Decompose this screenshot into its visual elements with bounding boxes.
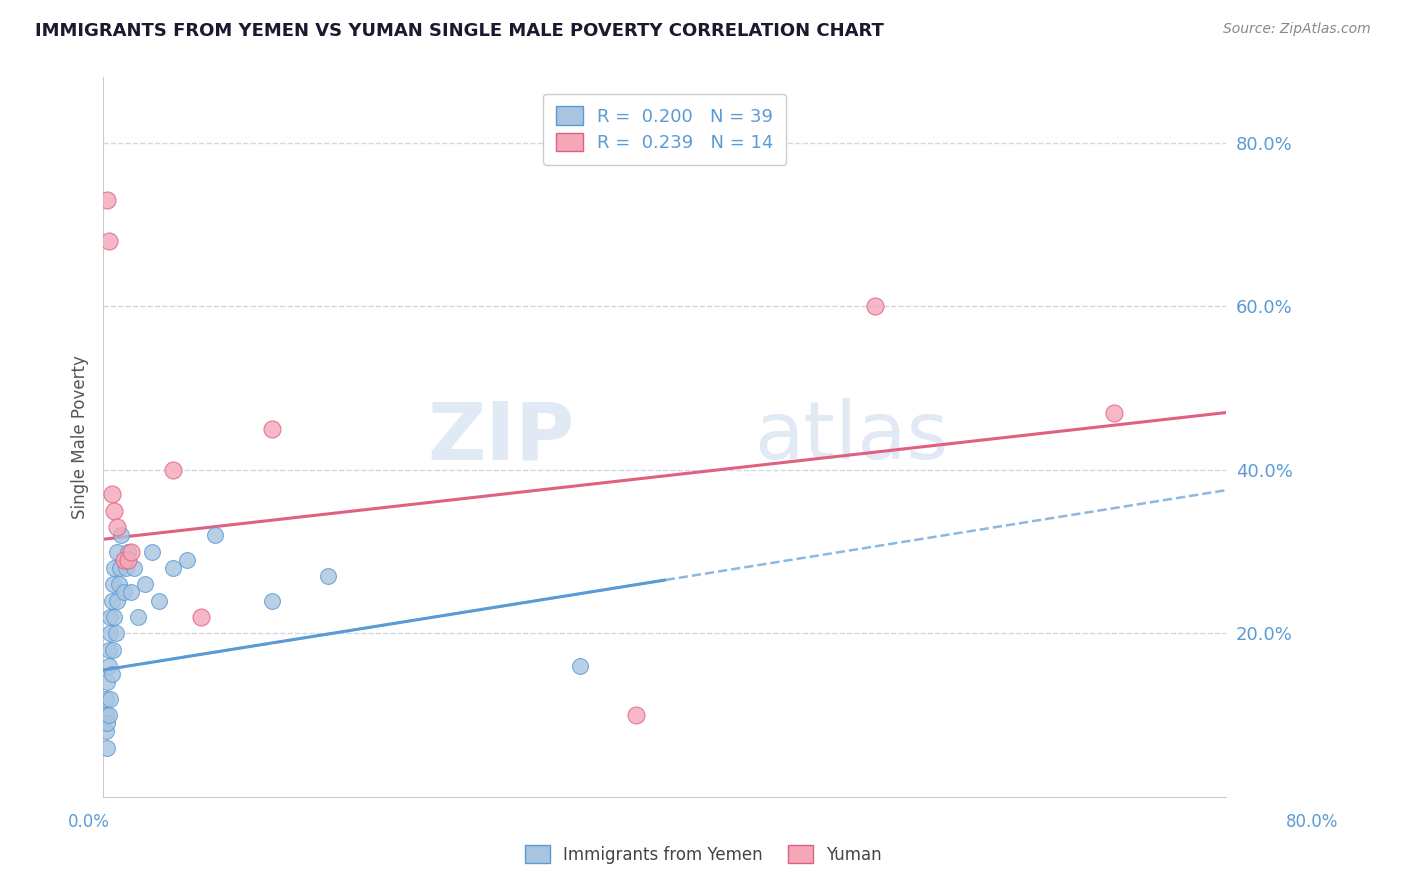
Point [103,561,125,575]
Point [97,234,120,248]
Point [96,716,118,731]
Point [112,585,135,599]
Point [105,544,128,558]
Point [127,610,149,624]
Point [105,520,128,534]
Point [105,593,128,607]
Text: atlas: atlas [755,398,949,476]
Point [112,552,135,566]
Point [100,593,122,607]
Text: 80.0%: 80.0% [1286,814,1339,831]
Point [101,642,124,657]
Point [148,593,170,607]
Point [134,577,156,591]
Point [120,544,142,558]
Point [863,299,886,313]
Point [190,610,212,624]
Point [100,667,122,681]
Point [101,577,124,591]
Point [569,659,592,673]
Text: 0.0%: 0.0% [67,814,110,831]
Point [260,422,283,436]
Point [316,569,339,583]
Legend: Immigrants from Yemen, Yuman: Immigrants from Yemen, Yuman [517,838,889,871]
Point [108,561,131,575]
Point [97,642,120,657]
Text: IMMIGRANTS FROM YEMEN VS YUMAN SINGLE MALE POVERTY CORRELATION CHART: IMMIGRANTS FROM YEMEN VS YUMAN SINGLE MA… [35,22,884,40]
Point [162,561,184,575]
Point [114,561,136,575]
Point [122,561,145,575]
Point [94,708,117,723]
Point [117,552,139,566]
Y-axis label: Single Male Poverty: Single Male Poverty [72,355,89,519]
Point [94,724,117,739]
Point [98,626,121,640]
Point [626,708,648,723]
Point [98,691,121,706]
Point [110,528,132,542]
Point [100,487,122,501]
Point [103,503,125,517]
Point [96,193,118,207]
Point [96,740,118,755]
Point [107,577,129,591]
Point [162,463,184,477]
Point [97,659,120,673]
Text: Source: ZipAtlas.com: Source: ZipAtlas.com [1223,22,1371,37]
Point [1102,406,1125,420]
Point [94,691,117,706]
Point [204,528,226,542]
Point [98,610,121,624]
Point [141,544,163,558]
Point [103,610,125,624]
Legend: R =  0.200   N = 39, R =  0.239   N = 14: R = 0.200 N = 39, R = 0.239 N = 14 [543,94,786,165]
Point [117,544,139,558]
Text: ZIP: ZIP [427,398,575,476]
Point [176,552,198,566]
Point [260,593,283,607]
Point [120,585,142,599]
Point [104,626,127,640]
Point [96,675,118,690]
Point [97,708,120,723]
